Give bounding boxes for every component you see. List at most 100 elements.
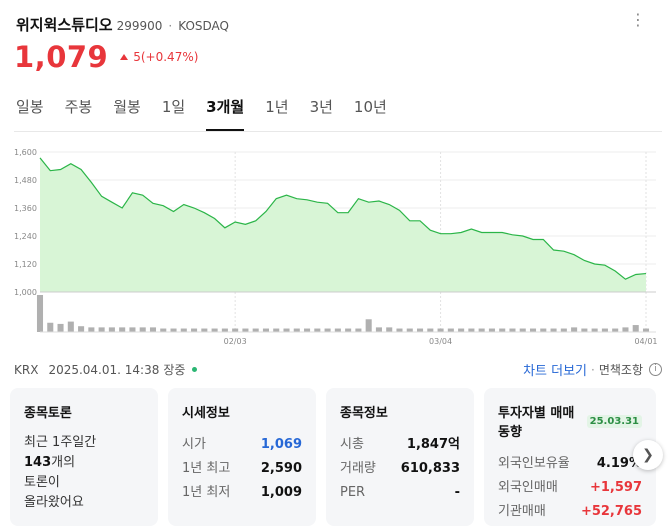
volume-bar <box>375 327 382 332</box>
quote-label: 1년 최저 <box>182 485 231 500</box>
investor-value: +1,597 <box>589 480 642 495</box>
next-card-button[interactable]: ❯ <box>633 440 663 470</box>
tab-monthly[interactable]: 월봉 <box>113 98 141 116</box>
volume-bar <box>262 328 269 332</box>
volume-bar <box>211 328 218 332</box>
quote-card[interactable]: 시세정보 시가 1,069 1년 최고 2,590 1년 최저 1,009 <box>168 388 316 526</box>
header-separator: · <box>168 19 173 33</box>
volume-bar <box>488 328 495 332</box>
tab-1year[interactable]: 1년 <box>265 98 289 116</box>
stock-value: - <box>454 485 460 500</box>
exchange-label: KRX <box>14 362 39 377</box>
volume-bar <box>67 321 74 332</box>
volume-bar <box>170 328 177 332</box>
volume-bar <box>201 328 208 332</box>
more-chart-link[interactable]: 차트 더보기 <box>523 364 587 379</box>
price-chart[interactable]: 1,600 1,480 1,360 1,240 1,120 1,000 02/03 03/04… <box>0 140 672 350</box>
up-triangle-icon <box>120 54 129 60</box>
tab-weekly[interactable]: 주봉 <box>64 98 93 116</box>
volume-bar <box>519 328 526 332</box>
volume-bar <box>632 325 639 332</box>
investor-card[interactable]: 투자자별 매매동향 25.03.31 외국인보유율 4.19% 외국인매매 +1… <box>484 388 656 526</box>
tab-daily[interactable]: 일봉 <box>16 98 44 116</box>
volume-bar <box>612 328 619 332</box>
datetime-label: 2025.04.01. 14:38 <box>48 362 160 377</box>
volume-bar <box>47 322 54 332</box>
price-change: 5(+0.47%) <box>120 50 198 64</box>
price-row: 1,079 5(+0.47%) <box>14 40 198 74</box>
disclaimer-link[interactable]: 면책조항 <box>598 363 643 377</box>
volume-bar <box>365 319 372 332</box>
forum-card[interactable]: 종목토론 최근 1주일간 143개의 토론이 올라왔어요 <box>10 388 158 526</box>
volume-bar <box>129 327 136 332</box>
tab-10year[interactable]: 10년 <box>353 98 387 116</box>
investor-label: 외국인보유율 <box>498 456 570 471</box>
volume-bar <box>57 323 64 332</box>
tab-3year[interactable]: 3년 <box>309 98 333 116</box>
y-tick-label: 1,000 <box>14 288 37 297</box>
info-icon[interactable]: i <box>649 363 662 376</box>
y-tick-label: 1,600 <box>14 148 37 157</box>
y-tick-label: 1,240 <box>14 232 37 241</box>
volume-bar <box>345 328 352 332</box>
volume-bar <box>304 328 311 332</box>
volume-bar <box>98 327 105 332</box>
market-name: KOSDAQ <box>178 19 229 33</box>
volume-bar <box>406 328 413 332</box>
market-status: 장중 <box>163 363 186 377</box>
forum-line1: 최근 1주일간 <box>24 435 97 450</box>
volume-bar <box>509 328 516 332</box>
tab-3month[interactable]: 3개월 <box>206 96 245 131</box>
volume-bar <box>334 328 341 332</box>
stock-header: 위지윅스튜디오 299900 · KOSDAQ <box>16 14 229 35</box>
volume-bar <box>386 327 393 332</box>
forum-count: 143 <box>24 455 52 470</box>
volume-bar <box>550 328 557 332</box>
quote-row-low: 1년 최저 1,009 <box>182 481 302 505</box>
forum-line2: 개의 <box>51 455 76 470</box>
stock-label: 거래량 <box>340 461 376 476</box>
volume-bar <box>78 326 85 332</box>
investor-row-foreign-ratio: 외국인보유율 4.19% <box>498 452 642 476</box>
more-dots-icon[interactable]: ⋮ <box>630 10 646 29</box>
quote-value: 1,069 <box>260 437 302 452</box>
info-separator: · <box>591 362 595 377</box>
period-tabs: 일봉 주봉 월봉 1일 3개월 1년 3년 10년 <box>16 96 408 131</box>
investor-date-badge: 25.03.31 <box>586 414 642 428</box>
quote-row-open: 시가 1,069 <box>182 433 302 457</box>
volume-bar <box>324 328 331 332</box>
price-area <box>40 157 646 292</box>
volume-bar <box>560 328 567 332</box>
quote-card-title: 시세정보 <box>182 406 230 421</box>
volume-bar <box>642 328 650 332</box>
chart-info-row: KRX 2025.04.01. 14:38 장중 차트 더보기 · 면책조항 i <box>14 360 662 379</box>
stock-label: 시총 <box>340 437 364 452</box>
volume-bar <box>458 328 465 332</box>
stock-info-card-title: 종목정보 <box>340 406 388 421</box>
quote-row-high: 1년 최고 2,590 <box>182 457 302 481</box>
volume-bar <box>221 328 228 332</box>
investor-row-institution-trade: 기관매매 +52,765 <box>498 500 642 524</box>
summary-cards: 종목토론 최근 1주일간 143개의 토론이 올라왔어요 시세정보 시가 1,0… <box>10 388 656 526</box>
tabs-divider <box>14 131 662 132</box>
volume-bar <box>88 327 95 332</box>
volume-bar <box>160 328 167 332</box>
stock-row-volume: 거래량 610,833 <box>340 457 460 481</box>
y-tick-label: 1,120 <box>14 260 37 269</box>
investor-card-header: 투자자별 매매동향 25.03.31 <box>498 402 642 440</box>
live-dot-icon <box>192 367 198 372</box>
volume-bar <box>191 328 198 332</box>
stock-info-card[interactable]: 종목정보 시총 1,847억 거래량 610,833 PER - <box>326 388 474 526</box>
volume-bar <box>283 328 290 332</box>
volume-bar <box>232 328 239 332</box>
price-change-value: 5(+0.47%) <box>133 50 199 64</box>
y-tick-label: 1,480 <box>14 176 37 185</box>
stock-label: PER <box>340 485 366 500</box>
volume-bar <box>540 328 547 332</box>
tab-1day[interactable]: 1일 <box>161 98 186 116</box>
quote-value: 1,009 <box>260 485 302 500</box>
investor-row-foreign-trade: 외국인매매 +1,597 <box>498 476 642 500</box>
quote-value: 2,590 <box>260 461 302 476</box>
volume-bar <box>499 328 506 332</box>
volume-bar <box>252 328 259 332</box>
